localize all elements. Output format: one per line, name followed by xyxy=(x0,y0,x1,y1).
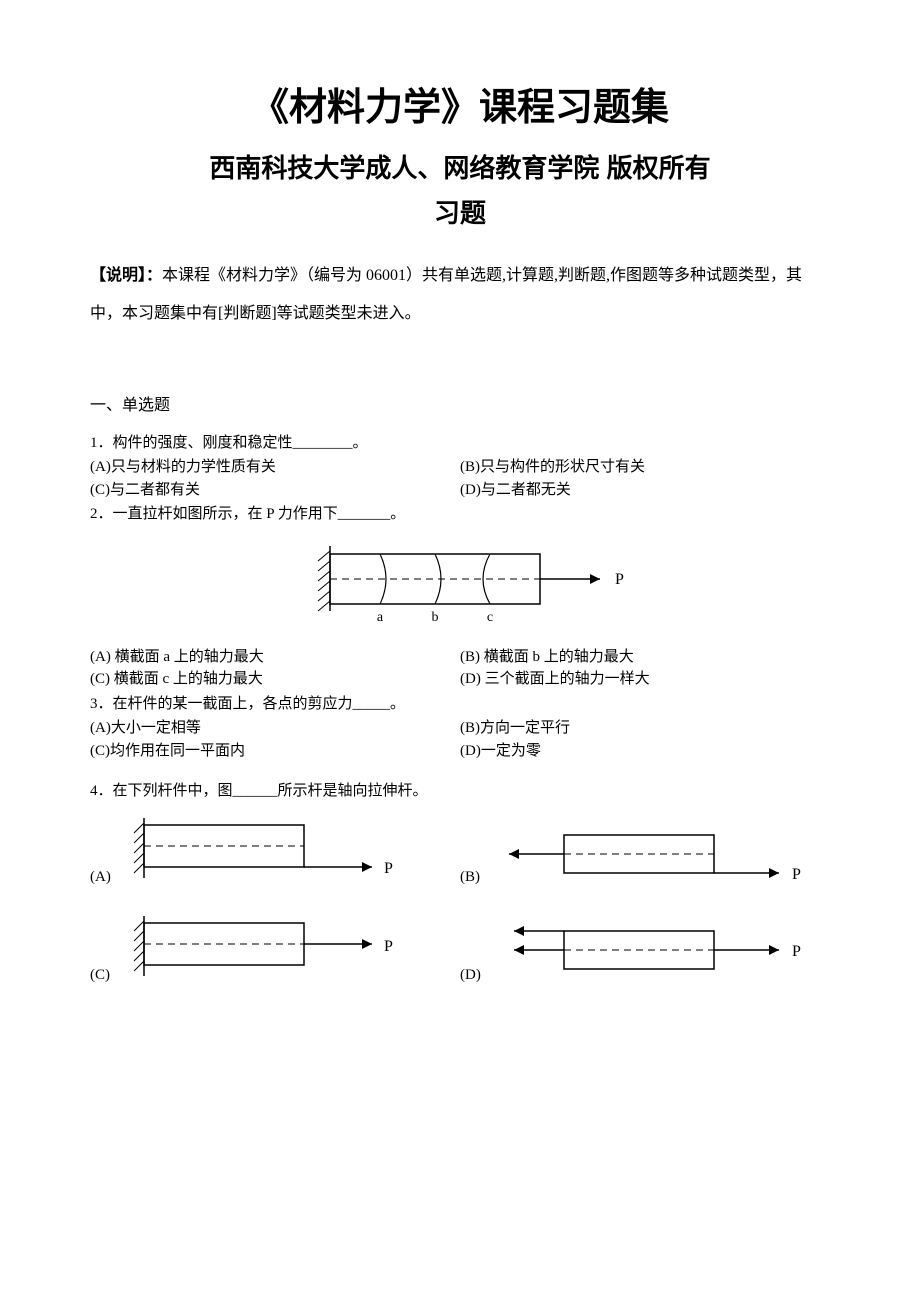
q4-svg-D: P xyxy=(494,921,814,991)
q2-diagram: P a b c xyxy=(90,536,830,636)
q4-label-C: (C) xyxy=(90,964,118,991)
q4-svg-A: P xyxy=(124,813,424,893)
q4-label-B: (B) xyxy=(460,866,488,893)
note-body: 本课程《材料力学》（编号为 06001）共有单选题,计算题,判断题,作图题等多种… xyxy=(90,267,802,322)
svg-text:P: P xyxy=(384,860,393,877)
q1-option-C: (C)与二者都有关 xyxy=(90,479,460,502)
q4-cell-C: (C) P xyxy=(90,911,460,991)
q2-option-B: (B) 横截面 b 上的轴力最大 xyxy=(460,646,830,669)
note-prefix: 【说明】： xyxy=(90,267,162,284)
q2-label-P: P xyxy=(615,571,624,588)
q2-label-a: a xyxy=(377,610,384,625)
q4-diagrams: (A) P (B) P (C xyxy=(90,813,830,991)
q3-stem: 3．在杆件的某一截面上，各点的剪应力_____。 xyxy=(90,693,830,716)
q3-option-A: (A)大小一定相等 xyxy=(90,717,460,740)
q3-option-C: (C)均作用在同一平面内 xyxy=(90,740,460,763)
q4-label-D: (D) xyxy=(460,964,488,991)
q2-label-b: b xyxy=(432,610,439,625)
q4-svg-B: P xyxy=(494,823,814,893)
q2-option-A: (A) 横截面 a 上的轴力最大 xyxy=(90,646,460,669)
svg-text:P: P xyxy=(792,866,801,883)
q4-stem: 4．在下列杆件中，图______所示杆是轴向拉伸杆。 xyxy=(90,780,830,803)
q3-options-row1: (A)大小一定相等 (B)方向一定平行 xyxy=(90,717,830,740)
q3-options-row2: (C)均作用在同一平面内 (D)一定为零 xyxy=(90,740,830,763)
q4-cell-A: (A) P xyxy=(90,813,460,893)
q1-option-B: (B)只与构件的形状尺寸有关 xyxy=(460,456,830,479)
q1-option-D: (D)与二者都无关 xyxy=(460,479,830,502)
subtitle-line-2: 习题 xyxy=(90,194,830,233)
q2-svg: P a b c xyxy=(280,536,640,636)
q2-stem: 2．一直拉杆如图所示，在 P 力作用下_______。 xyxy=(90,503,830,526)
q4-cell-D: (D) P xyxy=(460,911,830,991)
q3-option-D: (D)一定为零 xyxy=(460,740,830,763)
q1-options-row2: (C)与二者都有关 (D)与二者都无关 xyxy=(90,479,830,502)
q1-options-row1: (A)只与材料的力学性质有关 (B)只与构件的形状尺寸有关 xyxy=(90,456,830,479)
q4-svg-C: P xyxy=(124,911,424,991)
q1-option-A: (A)只与材料的力学性质有关 xyxy=(90,456,460,479)
q2-label-c: c xyxy=(487,610,493,625)
q3-option-B: (B)方向一定平行 xyxy=(460,717,830,740)
q2-options-row1: (A) 横截面 a 上的轴力最大 (B) 横截面 b 上的轴力最大 xyxy=(90,646,830,669)
subtitle-line-1: 西南科技大学成人、网络教育学院 版权所有 xyxy=(90,149,830,188)
q2-option-D: (D) 三个截面上的轴力一样大 xyxy=(460,668,830,691)
q1-stem: 1．构件的强度、刚度和稳定性________。 xyxy=(90,432,830,455)
q2-option-C: (C) 横截面 c 上的轴力最大 xyxy=(90,668,460,691)
main-title: 《材料力学》课程习题集 xyxy=(90,80,830,137)
svg-text:P: P xyxy=(384,938,393,955)
q4-cell-B: (B) P xyxy=(460,813,830,893)
q4-label-A: (A) xyxy=(90,866,118,893)
section-1-title: 一、单选题 xyxy=(90,394,830,418)
q2-options-row2: (C) 横截面 c 上的轴力最大 (D) 三个截面上的轴力一样大 xyxy=(90,668,830,691)
note-block: 【说明】：本课程《材料力学》（编号为 06001）共有单选题,计算题,判断题,作… xyxy=(90,257,830,334)
svg-text:P: P xyxy=(792,943,801,960)
